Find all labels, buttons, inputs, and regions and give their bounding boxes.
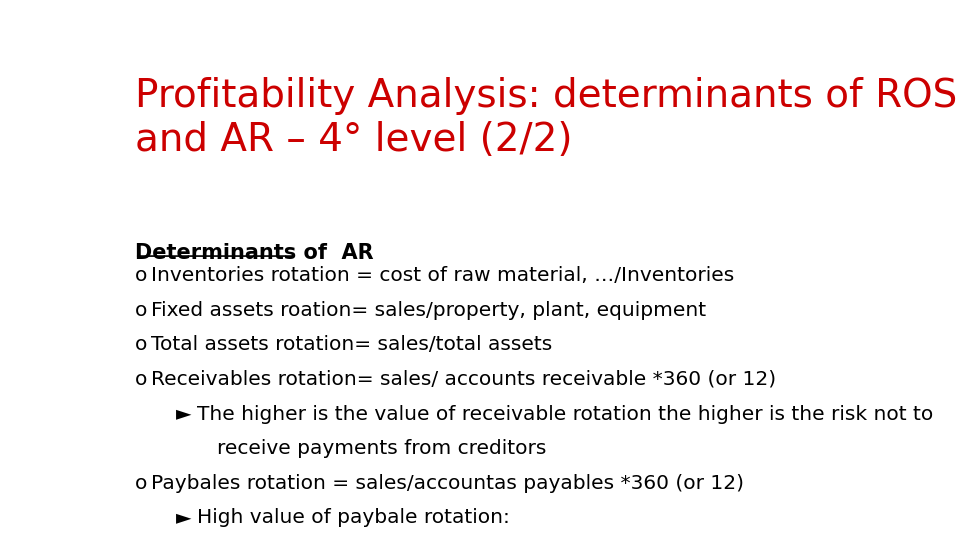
Text: Paybales rotation = sales/accountas payables *360 (or 12): Paybales rotation = sales/accountas paya… [152,474,744,492]
Text: Inventories rotation = cost of raw material, …/Inventories: Inventories rotation = cost of raw mater… [152,266,734,286]
Text: ►: ► [176,404,191,423]
Text: o: o [134,474,147,492]
Text: Receivables rotation= sales/ accounts receivable *360 (or 12): Receivables rotation= sales/ accounts re… [152,370,777,389]
Text: Fixed assets roation= sales/property, plant, equipment: Fixed assets roation= sales/property, pl… [152,301,707,320]
Text: Determinants of  AR: Determinants of AR [134,243,373,263]
Text: receive payments from creditors: receive payments from creditors [217,439,546,458]
Text: o: o [134,335,147,354]
Text: o: o [134,370,147,389]
Text: The higher is the value of receivable rotation the higher is the risk not to: The higher is the value of receivable ro… [197,404,933,423]
Text: Total assets rotation= sales/total assets: Total assets rotation= sales/total asset… [152,335,553,354]
Text: o: o [134,266,147,286]
Text: Profitability Analysis: determinants of ROS
and AR – 4° level (2/2): Profitability Analysis: determinants of … [134,77,957,159]
Text: High value of paybale rotation:: High value of paybale rotation: [197,508,510,527]
Text: ►: ► [176,508,191,527]
Text: o: o [134,301,147,320]
